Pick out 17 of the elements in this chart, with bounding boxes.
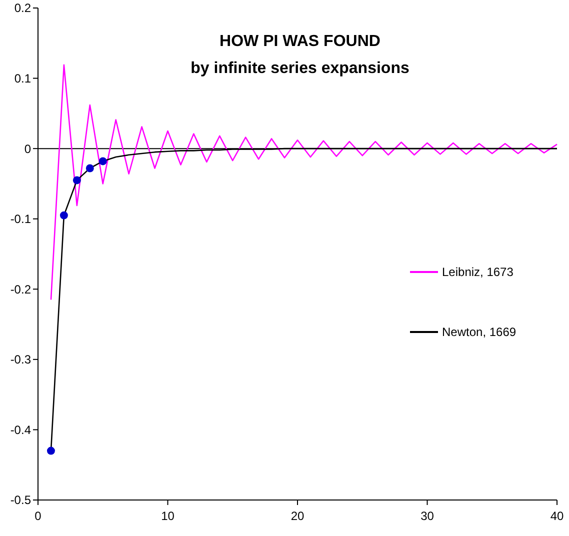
x-tick-label: 40 (550, 509, 564, 523)
y-tick-label: 0 (24, 142, 32, 156)
y-tick-label: -0.2 (10, 282, 32, 296)
y-tick-label: -0.1 (10, 212, 32, 226)
y-tick-label: 0.2 (14, 1, 32, 16)
text: by infinite series expansions (190, 60, 410, 77)
text: HOW PI WAS FOUND (220, 33, 380, 50)
y-tick-label: -0.3 (10, 352, 32, 367)
y-tick-label: 0.1 (14, 71, 32, 86)
legend-label: Leibniz, 1673 (442, 265, 514, 280)
legend-label: Newton, 1669 (442, 325, 516, 340)
y-tick-label: -0.5 (10, 493, 32, 508)
y-tick-label: -0.4 (10, 422, 32, 437)
x-tick-label: 10 (161, 509, 175, 523)
x-tick-label: 0 (34, 509, 42, 523)
x-tick-label: 30 (420, 509, 434, 523)
x-tick-label: 20 (290, 509, 304, 523)
